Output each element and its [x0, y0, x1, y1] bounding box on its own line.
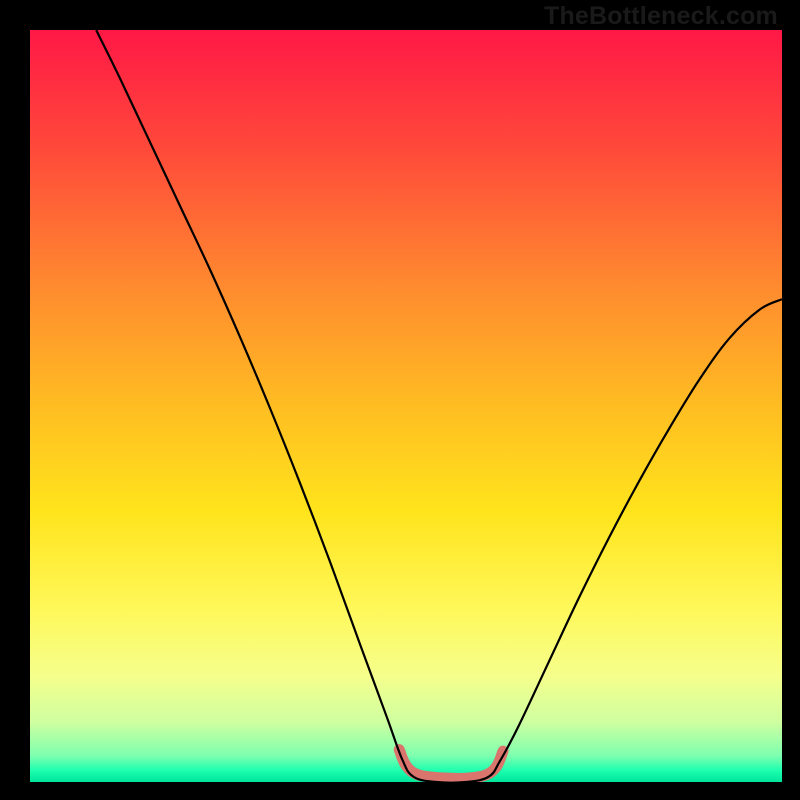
frame-border-right	[782, 0, 800, 800]
chart-frame: TheBottleneck.com	[0, 0, 800, 800]
frame-border-left	[0, 0, 30, 800]
plot-background-gradient	[30, 30, 782, 782]
gradient-fill	[30, 30, 782, 782]
watermark-text: TheBottleneck.com	[544, 2, 778, 31]
frame-border-bottom	[0, 782, 800, 800]
